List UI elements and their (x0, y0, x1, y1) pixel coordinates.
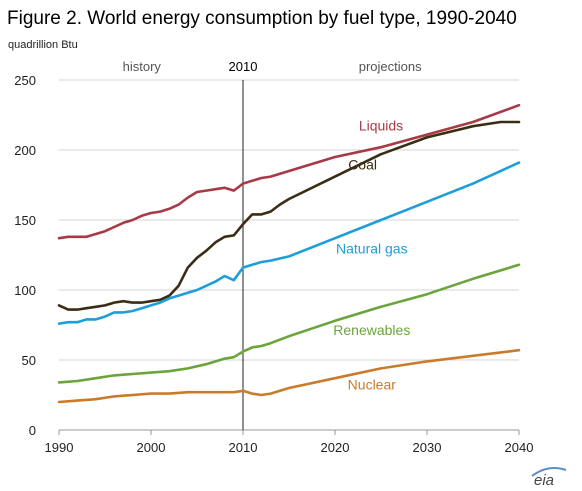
history-region-label: history (123, 59, 162, 74)
projections-region-label: projections (359, 59, 422, 74)
x-tick-label: 2000 (137, 440, 166, 455)
series-label-coal: Coal (348, 157, 377, 173)
eia-logo-swoosh-icon (531, 467, 567, 477)
series-label-liquids: Liquids (359, 117, 403, 133)
y-tick-label: 200 (14, 143, 36, 158)
x-tick-label: 2030 (413, 440, 442, 455)
series-line-nuclear (57, 348, 521, 404)
series-line-coal (57, 120, 521, 311)
x-tick-label: 2010 (229, 440, 258, 455)
divider-year-label: 2010 (229, 59, 258, 74)
x-tick-label: 2040 (505, 440, 534, 455)
y-axis-ticks: 0 50 100 150 200 250 (14, 73, 36, 438)
y-tick-label: 0 (29, 423, 36, 438)
series-label-renewables: Renewables (333, 322, 410, 338)
x-tick-label: 1990 (45, 440, 74, 455)
x-tick-label: 2020 (321, 440, 350, 455)
y-axis-unit-label: quadrillion Btu (8, 39, 78, 51)
series-line-natural-gas (57, 161, 521, 325)
series-label-natural-gas: Natural gas (336, 241, 408, 257)
series-label-nuclear: Nuclear (348, 376, 397, 392)
eia-logo-text: eia (534, 472, 554, 489)
series-labels: Liquids Coal Natural gas Renewables Nuclear (333, 117, 410, 392)
series-lines (57, 103, 521, 404)
chart-title: Figure 2. World energy consumption by fu… (7, 8, 517, 29)
y-tick-label: 100 (14, 283, 36, 298)
y-tick-label: 50 (22, 353, 36, 368)
series-line-liquids (57, 103, 521, 240)
eia-logo: eia (531, 467, 567, 489)
y-tick-label: 250 (14, 73, 36, 88)
series-line-renewables (57, 263, 521, 384)
y-tick-label: 150 (14, 213, 36, 228)
x-axis-ticks: 1990 2000 2010 2020 2030 2040 (45, 430, 534, 455)
